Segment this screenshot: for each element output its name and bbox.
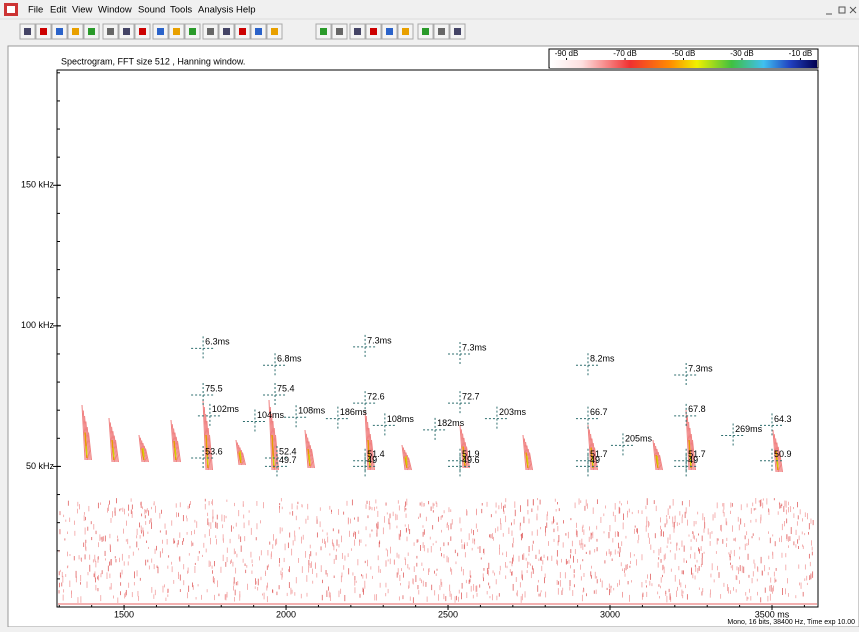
annotation-label: 50.9 (774, 449, 792, 459)
x-tick-label: 2000 (276, 609, 296, 619)
toolbar-icon (354, 28, 361, 35)
annotation-label: 7.3ms (688, 363, 713, 373)
menu-item[interactable]: File (28, 5, 43, 16)
toolbar-icon (320, 28, 327, 35)
status-text: Mono, 16 bits, 38400 Hz, Time exp 10.00 (727, 619, 855, 626)
x-tick-label: 2500 (438, 609, 458, 619)
toolbar-icon (336, 28, 343, 35)
annotation-label: 66.7 (590, 407, 608, 417)
toolbar-icon (386, 28, 393, 35)
plot-title: Spectrogram, FFT size 512 , Hanning wind… (61, 56, 245, 66)
toolbar-icon (223, 28, 230, 35)
annotation-label: 49 (367, 455, 377, 465)
x-tick-label: 1500 (114, 609, 134, 619)
menu-item[interactable]: Edit (50, 5, 67, 16)
toolbar-icon (24, 28, 31, 35)
annotation-label: 75.5 (205, 383, 223, 393)
annotation-label: 104ms (257, 410, 285, 420)
toolbar-icon (422, 28, 429, 35)
annotation-label: 102ms (212, 404, 240, 414)
toolbar-icon (189, 28, 196, 35)
toolbar-icon (438, 28, 445, 35)
y-tick-label: 100 kHz (21, 320, 55, 330)
toolbar-icon (157, 28, 164, 35)
annotation-label: 6.3ms (205, 337, 230, 347)
toolbar-icon (271, 28, 278, 35)
annotation-label: 53.6 (205, 446, 223, 456)
page: Spectrogram, FFT size 512 , Hanning wind… (0, 0, 859, 627)
colorbar-label: -90 dB (555, 49, 579, 58)
toolbar-icon (40, 28, 47, 35)
plot-frame (57, 70, 818, 607)
annotation-label: 6.8ms (277, 354, 302, 364)
y-tick-label: 50 kHz (26, 461, 55, 471)
x-tick-label: 3000 (600, 609, 620, 619)
app-window: Spectrogram, FFT size 512 , Hanning wind… (0, 0, 859, 627)
toolbar-icon (173, 28, 180, 35)
menu-item[interactable]: Tools (170, 5, 192, 16)
annotation-label: 75.4 (277, 383, 295, 393)
toolbar-icon (402, 28, 409, 35)
x-tick-label: 3500 ms (755, 609, 790, 619)
annotation-label: 64.3 (774, 414, 792, 424)
menu-item[interactable]: Window (98, 5, 132, 16)
annotation-label: 182ms (437, 418, 465, 428)
annotation-label: 49.7 (279, 455, 297, 465)
annotation-label: 205ms (625, 434, 653, 444)
colorbar-label: -50 dB (672, 49, 696, 58)
colorbar (550, 60, 817, 68)
toolbar-icon (370, 28, 377, 35)
colorbar-label: -30 dB (730, 49, 754, 58)
annotation-label: 203ms (499, 407, 527, 417)
colorbar-label: -70 dB (613, 49, 637, 58)
annotation-label: 67.8 (688, 404, 706, 414)
app-icon (4, 3, 18, 16)
toolbar-icon (139, 28, 146, 35)
annotation-label: 72.6 (367, 392, 385, 402)
toolbar-icon (255, 28, 262, 35)
toolbar (20, 24, 465, 39)
toolbar-icon (207, 28, 214, 35)
annotation-label: 108ms (298, 406, 326, 416)
menu-item[interactable]: Analysis (198, 5, 234, 16)
menu-item[interactable]: View (72, 5, 93, 16)
toolbar-icon (56, 28, 63, 35)
toolbar-icon (123, 28, 130, 35)
colorbar-label: -10 dB (789, 49, 813, 58)
toolbar-icon (107, 28, 114, 35)
annotation-label: 72.7 (462, 392, 480, 402)
toolbar-icon (72, 28, 79, 35)
annotation-label: 269ms (735, 424, 763, 434)
annotation-label: 7.3ms (367, 335, 392, 345)
annotation-label: 49 (688, 455, 698, 465)
menu-item[interactable]: Help (236, 5, 256, 16)
annotation-label: 108ms (387, 414, 415, 424)
menu-item[interactable]: Sound (138, 5, 165, 16)
annotation-label: 49 (590, 455, 600, 465)
annotation-label: 7.3ms (462, 342, 487, 352)
annotation-label: 186ms (340, 407, 368, 417)
annotation-label: 49.6 (462, 455, 480, 465)
toolbar-icon (88, 28, 95, 35)
annotation-label: 8.2ms (590, 354, 615, 364)
y-tick-label: 150 kHz (21, 180, 55, 190)
toolbar-icon (454, 28, 461, 35)
toolbar-icon (239, 28, 246, 35)
